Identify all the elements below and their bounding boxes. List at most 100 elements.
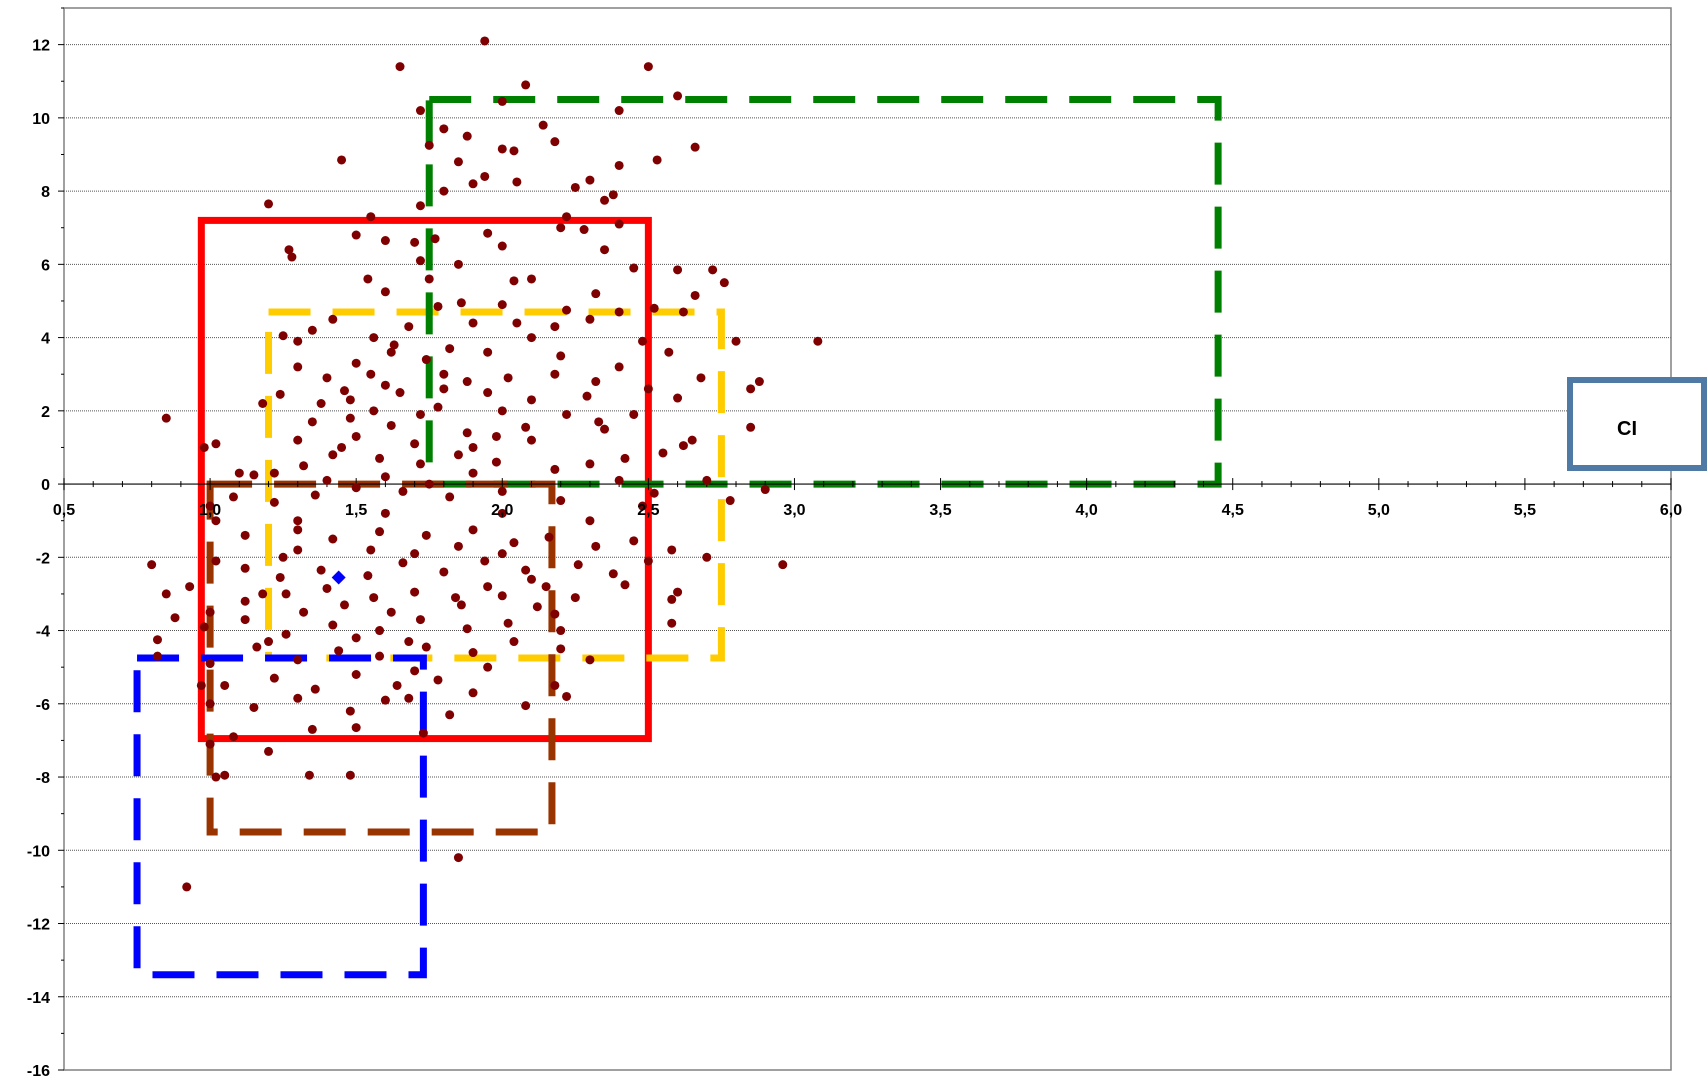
data-point — [161, 589, 171, 599]
data-point — [468, 442, 478, 452]
data-point — [439, 186, 449, 196]
x-tick-label: 5,5 — [1514, 502, 1536, 519]
data-point — [573, 560, 583, 570]
data-point — [483, 662, 493, 672]
data-point — [307, 417, 317, 427]
data-point — [316, 565, 326, 575]
data-point — [658, 448, 668, 458]
data-point — [562, 691, 572, 701]
data-point — [778, 560, 788, 570]
data-point — [600, 245, 610, 255]
data-point — [310, 490, 320, 500]
data-point — [386, 607, 396, 617]
data-point — [363, 274, 373, 284]
data-point — [600, 424, 610, 434]
data-point — [421, 355, 431, 365]
data-point — [562, 212, 572, 222]
data-point — [550, 464, 560, 474]
y-tick-label: 4 — [41, 331, 50, 348]
data-point — [404, 322, 414, 332]
data-point — [532, 602, 542, 612]
data-point — [293, 693, 303, 703]
y-tick-label: 8 — [41, 184, 50, 201]
data-point — [380, 472, 390, 482]
data-point — [269, 497, 279, 507]
data-point — [281, 589, 291, 599]
data-point — [264, 637, 274, 647]
data-point — [322, 583, 332, 593]
y-tick-label: -4 — [36, 624, 50, 641]
data-point — [483, 347, 493, 357]
data-point — [667, 618, 677, 628]
data-point — [395, 388, 405, 398]
data-point — [541, 582, 551, 592]
data-point — [550, 369, 560, 379]
data-point — [152, 651, 162, 661]
data-point — [556, 644, 566, 654]
data-point — [205, 607, 215, 617]
data-point — [614, 106, 624, 116]
data-point — [404, 637, 414, 647]
data-point — [161, 413, 171, 423]
data-point — [334, 646, 344, 656]
data-point — [398, 486, 408, 496]
data-point — [386, 420, 396, 430]
data-point — [456, 298, 466, 308]
data-point — [591, 377, 601, 387]
data-point — [380, 236, 390, 246]
data-point — [708, 265, 718, 275]
data-point — [468, 318, 478, 328]
data-point — [275, 389, 285, 399]
data-point — [570, 593, 580, 603]
data-point — [351, 669, 361, 679]
data-point — [582, 391, 592, 401]
data-point — [345, 395, 355, 405]
data-point — [386, 347, 396, 357]
data-point — [240, 596, 250, 606]
legend-box — [1567, 377, 1707, 471]
data-point — [629, 536, 639, 546]
data-point — [556, 496, 566, 506]
data-point — [328, 534, 338, 544]
data-point — [696, 373, 706, 383]
data-point — [185, 582, 195, 592]
data-point — [328, 450, 338, 460]
data-point — [579, 225, 589, 235]
data-point — [526, 274, 536, 284]
data-point — [220, 770, 230, 780]
data-point — [421, 530, 431, 540]
y-tick-label: -14 — [27, 990, 50, 1007]
data-point — [240, 563, 250, 573]
data-point — [351, 633, 361, 643]
tick-labels: 0,5 1,0 1,5 2,0 2,5 3,0 3,5 4,0 4,5 5,0 5,5 6,0 12 10… — [27, 38, 1682, 1076]
data-point — [278, 331, 288, 341]
data-point — [667, 545, 677, 555]
data-point — [439, 567, 449, 577]
data-point — [585, 175, 595, 185]
data-point — [550, 137, 560, 147]
data-point — [439, 369, 449, 379]
data-point — [293, 362, 303, 372]
data-point — [421, 642, 431, 652]
axes — [58, 7, 1672, 1071]
data-point — [468, 688, 478, 698]
data-point — [339, 600, 349, 610]
data-point — [424, 479, 434, 489]
data-point — [380, 695, 390, 705]
data-point — [702, 475, 712, 485]
data-point — [550, 680, 560, 690]
data-point — [278, 552, 288, 562]
data-point — [293, 516, 303, 526]
data-point — [404, 693, 414, 703]
data-point — [380, 380, 390, 390]
data-point — [643, 556, 653, 566]
data-point — [585, 459, 595, 469]
data-point — [240, 615, 250, 625]
data-point — [643, 62, 653, 72]
data-point — [497, 406, 507, 416]
data-point — [497, 241, 507, 251]
data-point — [614, 362, 624, 372]
data-point — [503, 618, 513, 628]
y-tick-label: 2 — [41, 404, 50, 421]
